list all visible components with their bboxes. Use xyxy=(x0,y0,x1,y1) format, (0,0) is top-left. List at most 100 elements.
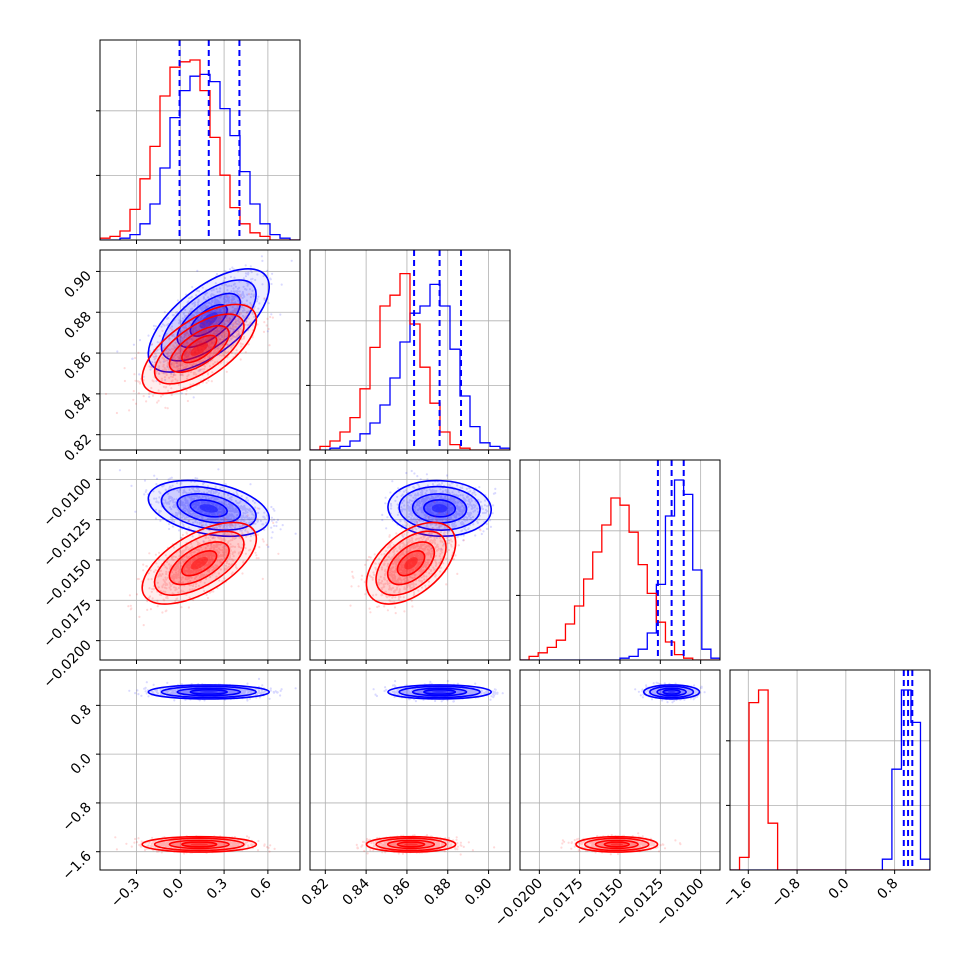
contour-line xyxy=(168,324,230,374)
panel-frame xyxy=(519,459,721,661)
density-fill xyxy=(397,842,425,847)
x-tick-label: 0.6 xyxy=(248,875,275,902)
panel-frame xyxy=(309,459,511,661)
contour-line xyxy=(147,479,270,538)
contour-line xyxy=(387,684,493,700)
contour-line xyxy=(176,493,242,524)
contour-line xyxy=(181,334,218,364)
panel-2-1 xyxy=(309,459,511,664)
contour-line xyxy=(584,837,650,852)
contour-line xyxy=(160,279,257,362)
contour-line xyxy=(398,485,481,531)
x-tick-label: −0.3 xyxy=(108,876,143,911)
density-fill xyxy=(404,557,418,570)
panel-1-1 xyxy=(306,249,511,454)
panel-frame xyxy=(309,669,511,871)
panel-frame xyxy=(309,249,511,451)
contour-line xyxy=(189,689,228,695)
panel-2-0: −0.0200−0.0175−0.0150−0.0125−0.0100 xyxy=(41,459,301,691)
contour-line xyxy=(662,689,681,695)
density-fill xyxy=(387,480,492,537)
density-fill xyxy=(181,335,217,363)
contour-line xyxy=(160,685,257,699)
x-tick-label: 0.3 xyxy=(204,876,231,903)
histogram-blue xyxy=(520,479,720,660)
histogram-blue xyxy=(730,689,930,870)
contour-line xyxy=(181,550,218,577)
contour-line xyxy=(176,687,242,697)
y-tick-label: 0.82 xyxy=(61,431,94,464)
density-fill xyxy=(190,304,228,337)
panel-frame xyxy=(519,669,721,871)
contour-line xyxy=(649,685,695,699)
histogram-red xyxy=(310,272,510,450)
density-fill xyxy=(431,690,448,694)
panel-frame xyxy=(99,459,301,661)
contour-line xyxy=(411,687,468,697)
contour-line xyxy=(575,835,659,853)
contour-line xyxy=(168,541,230,586)
contour-line xyxy=(181,841,218,848)
contour-line xyxy=(423,499,457,518)
x-tick-label: −1.6 xyxy=(720,875,755,910)
y-tick-label: −0.8 xyxy=(59,799,94,834)
histogram-red xyxy=(730,689,930,870)
density-fill xyxy=(154,314,244,384)
contour-line xyxy=(147,684,270,700)
y-tick-label: 0.84 xyxy=(61,390,94,423)
contour-line xyxy=(642,684,701,700)
contour-line xyxy=(396,841,426,848)
contour-line xyxy=(423,689,457,695)
contour-line xyxy=(594,839,639,850)
panel-3-3: −1.6 −0.8 0.0 0.8 xyxy=(720,669,931,911)
contour-line xyxy=(365,521,457,605)
density-fill xyxy=(199,504,218,513)
panel-3-0: −1.6 −0.8 0.0 0.8 −0.3 0.0 0.3 0.6 xyxy=(59,669,301,911)
contour-line xyxy=(386,541,436,586)
density-fill xyxy=(604,842,630,847)
panel-3-2: −0.0200−0.0175−0.0150−0.0125−0.0100 xyxy=(492,669,721,930)
density-fill xyxy=(667,690,676,694)
contour-line xyxy=(153,837,245,852)
panel-frame xyxy=(99,669,301,871)
histogram-red xyxy=(520,497,720,660)
density-fill xyxy=(154,531,244,596)
y-tick-label: 0.88 xyxy=(61,309,94,342)
density-fill xyxy=(181,842,217,847)
density-fill xyxy=(169,325,230,373)
contour-line xyxy=(375,837,447,852)
panel-1-0: 0.82 0.84 0.86 0.88 0.90 xyxy=(61,249,301,465)
contour-line xyxy=(147,267,270,373)
density-fill xyxy=(190,499,228,517)
density-fill xyxy=(142,522,257,605)
contour-line xyxy=(153,530,245,596)
y-tick-label: 0.0 xyxy=(68,751,95,778)
contour-line xyxy=(153,313,245,385)
x-tick-label: 0.0 xyxy=(826,876,853,903)
density-fill xyxy=(177,293,241,348)
contour-line xyxy=(398,685,481,699)
contour-line xyxy=(168,839,230,850)
contour-line xyxy=(656,687,687,697)
panel-2-2 xyxy=(516,459,721,664)
contour-line xyxy=(375,530,447,596)
contour-line xyxy=(603,841,630,848)
density-fill xyxy=(431,504,448,513)
panel-frame xyxy=(99,39,301,241)
x-tick-label: 0.88 xyxy=(421,876,454,909)
density-fill xyxy=(190,342,208,356)
x-tick-label: 0.90 xyxy=(462,876,495,909)
panel-0-0 xyxy=(96,39,301,244)
density-fill xyxy=(412,493,467,523)
x-tick-label: 0.86 xyxy=(380,875,413,908)
x-tick-label: 0.0 xyxy=(160,876,187,903)
contour-line xyxy=(387,479,493,538)
density-fill xyxy=(142,304,257,394)
contour-line xyxy=(141,303,258,395)
x-tick-label: 0.82 xyxy=(299,876,332,909)
x-tick-label: −0.8 xyxy=(769,876,804,911)
density-fill xyxy=(190,557,208,570)
contour-line xyxy=(189,499,228,518)
contour-line xyxy=(396,550,426,577)
